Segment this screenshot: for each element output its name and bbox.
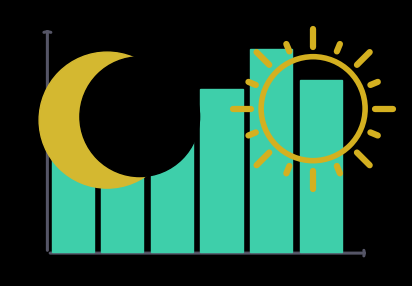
FancyBboxPatch shape xyxy=(250,49,293,252)
FancyBboxPatch shape xyxy=(200,89,243,252)
FancyBboxPatch shape xyxy=(101,170,143,252)
FancyBboxPatch shape xyxy=(52,152,94,252)
FancyBboxPatch shape xyxy=(300,80,342,252)
FancyBboxPatch shape xyxy=(151,133,193,252)
